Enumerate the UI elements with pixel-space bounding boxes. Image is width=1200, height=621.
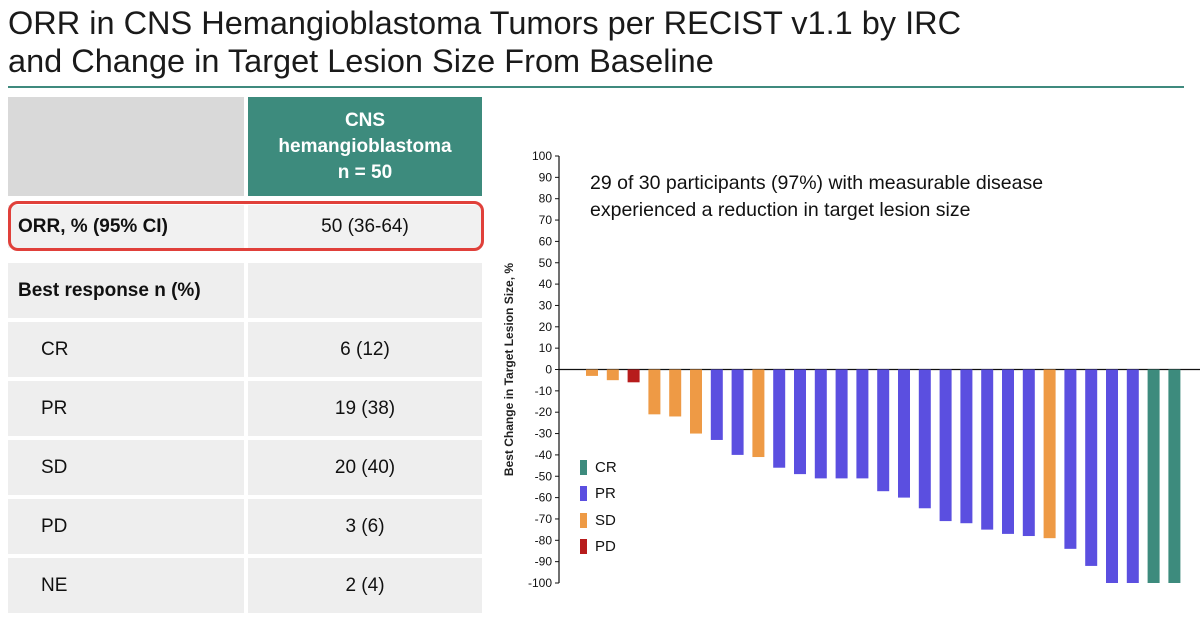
y-tick-label: 90 — [539, 170, 553, 184]
title-divider — [8, 86, 1184, 88]
legend-label: PR — [595, 485, 616, 503]
bar-sd — [669, 369, 682, 417]
bar-sd — [586, 369, 598, 376]
y-tick-label: 80 — [539, 192, 553, 206]
y-tick-label: 0 — [545, 363, 552, 377]
bar-pr — [960, 369, 973, 524]
row-value: 6 (12) — [248, 322, 482, 377]
bar-pr — [1126, 369, 1139, 583]
row-label: ORR, % (95% CI) — [8, 205, 244, 248]
legend-item-pd: PD — [580, 534, 617, 561]
y-axis-label: Best Change in Target Lesion Size, % — [502, 263, 516, 476]
bar-cr — [1168, 369, 1181, 583]
y-tick-label: 30 — [539, 298, 553, 312]
y-tick-label: 60 — [539, 234, 553, 248]
y-tick-label: -60 — [535, 491, 553, 505]
bar-sd — [1043, 369, 1056, 539]
bar-pr — [1085, 369, 1098, 566]
y-tick-label: 10 — [539, 341, 553, 355]
y-tick-label: -10 — [535, 384, 553, 398]
row-label: PR — [8, 381, 244, 436]
y-tick-label: -30 — [535, 427, 553, 441]
annotation-line-1: 29 of 30 participants (97%) with measura… — [590, 172, 1044, 194]
row-value: 2 (4) — [248, 558, 482, 613]
row-label: PD — [8, 499, 244, 554]
bar-cr — [1147, 369, 1160, 583]
title-line-1: ORR in CNS Hemangioblastoma Tumors per R… — [8, 5, 962, 41]
row-label: NE — [8, 558, 244, 613]
y-tick-label: 70 — [539, 213, 553, 227]
legend-item-cr: CR — [580, 454, 617, 481]
row-value: 20 (40) — [248, 440, 482, 495]
bar-pr — [877, 369, 890, 492]
bar-pr — [918, 369, 931, 509]
legend-label: SD — [595, 511, 616, 529]
bar-pr — [856, 369, 869, 479]
bar-pr — [794, 369, 806, 475]
bar-pr — [1002, 369, 1014, 534]
slide-title: ORR in CNS Hemangioblastoma Tumors per R… — [8, 4, 1188, 80]
bar-sd — [690, 369, 702, 434]
table-row-orr: ORR, % (95% CI) 50 (36-64) — [8, 205, 482, 248]
bar-pr — [939, 369, 952, 522]
bar-pr — [731, 369, 744, 455]
legend-label: CR — [595, 458, 617, 476]
chart-annotation: 29 of 30 participants (97%) with measura… — [590, 170, 1190, 224]
bar-pr — [1064, 369, 1077, 549]
y-tick-label: 100 — [532, 149, 552, 163]
table-row-pd: PD 3 (6) — [8, 499, 482, 554]
table-header: CNS hemangioblastoma n = 50 — [248, 97, 482, 196]
table-header-blank — [8, 97, 244, 196]
row-label: SD — [8, 440, 244, 495]
legend-swatch — [580, 459, 587, 475]
row-label: CR — [8, 322, 244, 377]
bar-sd — [648, 369, 661, 415]
y-tick-label: -80 — [535, 533, 553, 547]
y-tick-label: -50 — [535, 469, 553, 483]
bar-pr — [981, 369, 994, 530]
bar-sd — [752, 369, 765, 458]
bar-pr — [898, 369, 910, 498]
y-tick-label: -90 — [535, 555, 553, 569]
chart-legend: CR PR SD PD — [580, 454, 617, 560]
y-tick-label: 40 — [539, 277, 553, 291]
header-line-3: n = 50 — [337, 161, 393, 183]
table-row-ne: NE 2 (4) — [8, 558, 482, 613]
annotation-line-2: experienced a reduction in target lesion… — [590, 199, 971, 221]
y-tick-label: -70 — [535, 512, 553, 526]
legend-swatch — [580, 486, 587, 502]
y-tick-label: 20 — [539, 320, 553, 334]
title-line-2: and Change in Target Lesion Size From Ba… — [8, 43, 714, 79]
y-tick-label: -20 — [535, 405, 553, 419]
table-row-cr: CR 6 (12) — [8, 322, 482, 377]
table-row-sd: SD 20 (40) — [8, 440, 482, 495]
bar-pr — [835, 369, 848, 479]
table-row-best-response: Best response n (%) — [8, 263, 482, 318]
legend-swatch — [580, 539, 587, 555]
bar-sd — [606, 369, 619, 381]
row-value — [248, 263, 482, 318]
legend-label: PD — [595, 538, 616, 556]
bar-pd — [627, 369, 640, 383]
bar-pr — [814, 369, 827, 479]
row-value: 19 (38) — [248, 381, 482, 436]
waterfall-chart: 1009080706050403020100-10-20-30-40-50-60… — [502, 149, 1200, 590]
bar-pr — [1106, 369, 1118, 583]
bar-pr — [773, 369, 786, 468]
bar-pr — [710, 369, 723, 440]
row-label: Best response n (%) — [8, 263, 244, 318]
orr-highlight-box — [8, 201, 484, 251]
y-tick-label: -100 — [528, 576, 552, 590]
legend-item-sd: SD — [580, 507, 617, 534]
header-line-1: CNS — [344, 109, 386, 131]
y-tick-label: 50 — [539, 256, 553, 270]
row-value: 3 (6) — [248, 499, 482, 554]
legend-swatch — [580, 512, 587, 528]
bar-pr — [1022, 369, 1035, 537]
header-line-2: hemangioblastoma — [278, 135, 452, 157]
y-tick-label: -40 — [535, 448, 553, 462]
row-value: 50 (36-64) — [248, 205, 482, 248]
table-row-pr: PR 19 (38) — [8, 381, 482, 436]
legend-item-pr: PR — [580, 481, 617, 508]
